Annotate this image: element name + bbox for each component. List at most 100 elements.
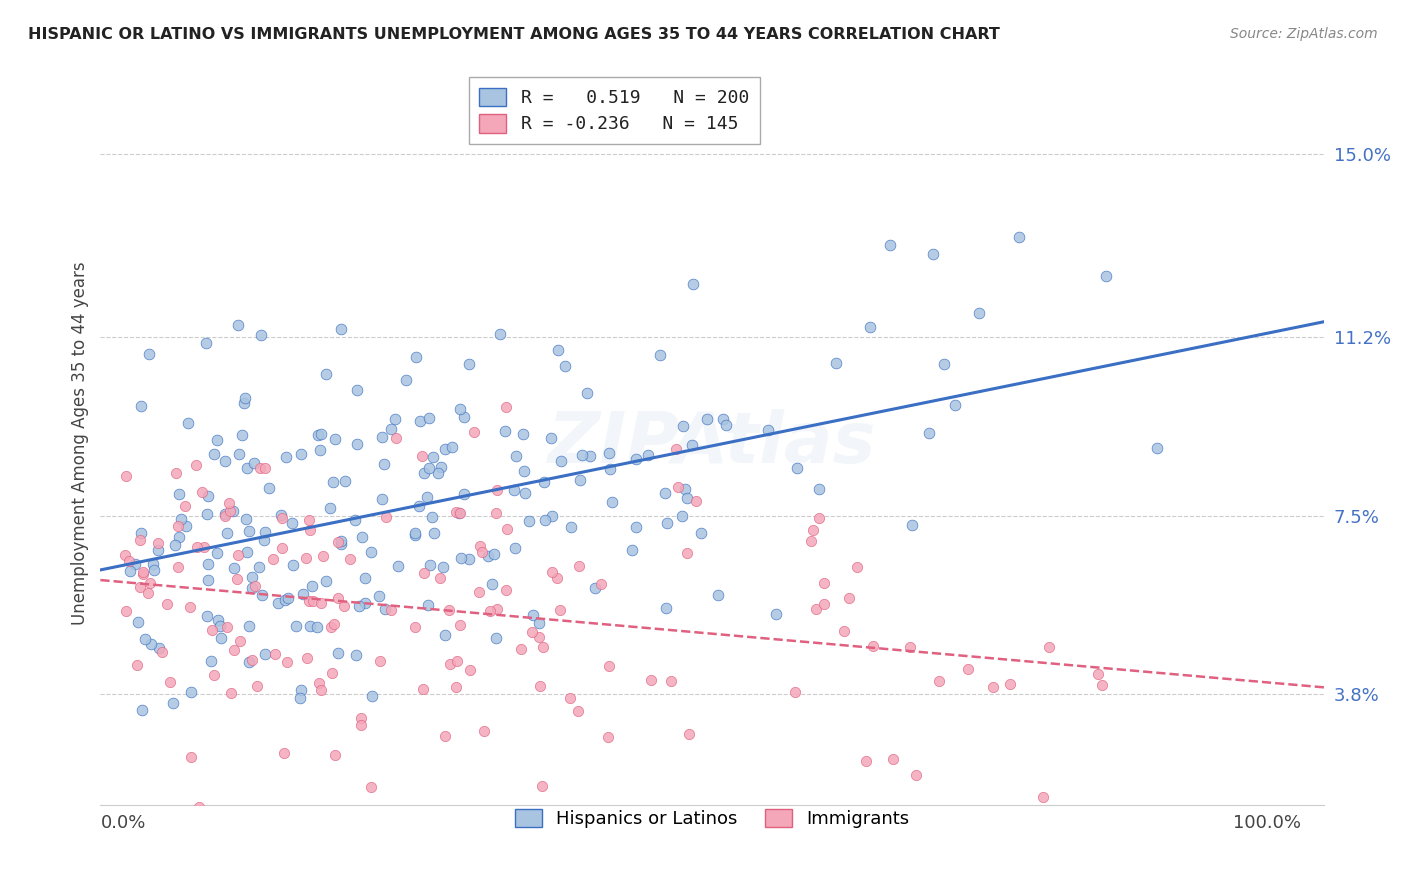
Hispanics or Latinos: [134, 632, 156, 647]
Immigrants: [156, 597, 179, 611]
Immigrants: [486, 483, 509, 498]
Hispanics or Latinos: [290, 447, 312, 461]
Hispanics or Latinos: [416, 490, 439, 504]
Immigrants: [838, 591, 860, 605]
Immigrants: [411, 449, 433, 463]
Hispanics or Latinos: [311, 427, 333, 442]
Hispanics or Latinos: [346, 437, 368, 451]
Hispanics or Latinos: [333, 474, 356, 488]
Hispanics or Latinos: [167, 530, 190, 544]
Hispanics or Latinos: [858, 319, 880, 334]
Immigrants: [806, 602, 828, 616]
Hispanics or Latinos: [682, 277, 704, 291]
Hispanics or Latinos: [427, 466, 450, 480]
Immigrants: [527, 631, 550, 645]
Hispanics or Latinos: [371, 430, 394, 444]
Immigrants: [323, 616, 346, 631]
Immigrants: [204, 668, 226, 682]
Immigrants: [368, 654, 391, 668]
Immigrants: [520, 625, 543, 640]
Immigrants: [468, 585, 491, 599]
Immigrants: [800, 533, 823, 548]
Immigrants: [146, 536, 169, 550]
Hispanics or Latinos: [626, 520, 648, 534]
Hispanics or Latinos: [247, 560, 270, 574]
Immigrants: [904, 768, 927, 782]
Immigrants: [558, 690, 581, 705]
Hispanics or Latinos: [449, 401, 471, 416]
Hispanics or Latinos: [291, 586, 314, 600]
Hispanics or Latinos: [433, 442, 456, 456]
Hispanics or Latinos: [943, 398, 966, 412]
Hispanics or Latinos: [373, 457, 395, 471]
Hispanics or Latinos: [347, 599, 370, 614]
Hispanics or Latinos: [917, 426, 939, 441]
Hispanics or Latinos: [921, 246, 943, 260]
Immigrants: [1087, 666, 1109, 681]
Immigrants: [568, 558, 591, 573]
Hispanics or Latinos: [713, 412, 735, 426]
Hispanics or Latinos: [322, 475, 344, 489]
Hispanics or Latinos: [600, 495, 623, 509]
Hispanics or Latinos: [422, 450, 444, 465]
Hispanics or Latinos: [648, 348, 671, 362]
Immigrants: [228, 634, 250, 648]
Hispanics or Latinos: [654, 486, 676, 500]
Hispanics or Latinos: [380, 422, 402, 436]
Hispanics or Latinos: [226, 318, 249, 333]
Immigrants: [165, 466, 187, 480]
Immigrants: [374, 509, 396, 524]
Immigrants: [665, 442, 688, 456]
Immigrants: [350, 711, 373, 725]
Hispanics or Latinos: [681, 438, 703, 452]
Immigrants: [956, 662, 979, 676]
Hispanics or Latinos: [367, 589, 389, 603]
Hispanics or Latinos: [217, 525, 239, 540]
Hispanics or Latinos: [458, 552, 481, 566]
Hispanics or Latinos: [129, 526, 152, 541]
Immigrants: [546, 571, 568, 585]
Immigrants: [308, 676, 330, 690]
Immigrants: [485, 506, 508, 520]
Hispanics or Latinos: [690, 526, 713, 541]
Immigrants: [115, 604, 138, 618]
Immigrants: [659, 674, 682, 689]
Immigrants: [159, 675, 181, 690]
Immigrants: [295, 550, 318, 565]
Immigrants: [412, 682, 434, 697]
Hispanics or Latinos: [1146, 441, 1168, 455]
Immigrants: [472, 723, 495, 738]
Immigrants: [131, 567, 153, 582]
Hispanics or Latinos: [290, 682, 312, 697]
Hispanics or Latinos: [568, 473, 591, 487]
Hispanics or Latinos: [541, 508, 564, 523]
Immigrants: [486, 602, 509, 616]
Hispanics or Latinos: [354, 596, 377, 610]
Hispanics or Latinos: [934, 357, 956, 371]
Hispanics or Latinos: [169, 486, 191, 500]
Immigrants: [807, 511, 830, 525]
Hispanics or Latinos: [786, 460, 808, 475]
Immigrants: [217, 619, 239, 633]
Hispanics or Latinos: [540, 432, 562, 446]
Hispanics or Latinos: [124, 558, 146, 572]
Immigrants: [166, 560, 188, 574]
Immigrants: [380, 602, 402, 616]
Hispanics or Latinos: [170, 512, 193, 526]
Hispanics or Latinos: [281, 558, 304, 573]
Hispanics or Latinos: [453, 487, 475, 501]
Immigrants: [326, 535, 349, 549]
Hispanics or Latinos: [288, 691, 311, 706]
Immigrants: [323, 747, 346, 762]
Hispanics or Latinos: [808, 483, 831, 497]
Immigrants: [404, 620, 426, 634]
Hispanics or Latinos: [165, 538, 187, 552]
Hispanics or Latinos: [449, 506, 471, 520]
Immigrants: [1091, 678, 1114, 692]
Hispanics or Latinos: [441, 440, 464, 454]
Hispanics or Latinos: [671, 508, 693, 523]
Hispanics or Latinos: [412, 466, 434, 480]
Immigrants: [246, 679, 269, 693]
Hispanics or Latinos: [879, 237, 901, 252]
Hispanics or Latinos: [148, 640, 170, 655]
